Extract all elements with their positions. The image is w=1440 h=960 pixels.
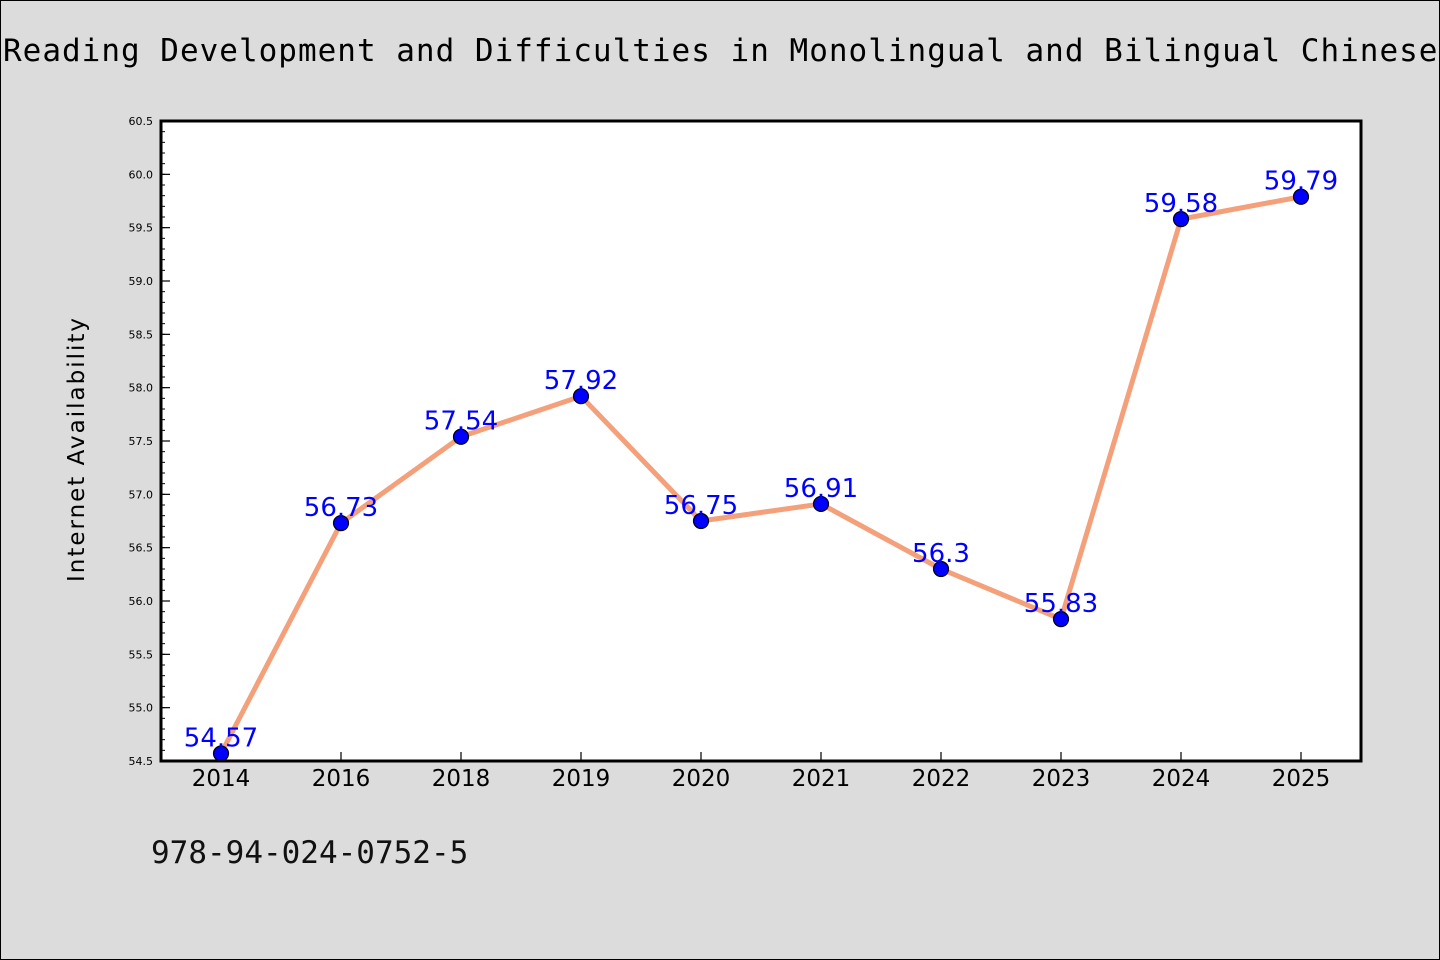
y-tick-label: 57.5	[129, 435, 154, 448]
x-tick-label: 2025	[1272, 766, 1331, 792]
y-tick-label: 57.0	[129, 488, 154, 501]
data-point	[692, 512, 710, 530]
data-label: 56.75	[664, 491, 738, 521]
x-tick-label: 2014	[192, 766, 251, 792]
data-point	[812, 495, 830, 513]
y-tick-label: 56.0	[129, 595, 154, 608]
data-point	[932, 560, 950, 578]
y-tick-label: 58.5	[129, 328, 154, 341]
y-tick-label: 59.0	[129, 275, 154, 288]
y-tick-label: 58.0	[129, 382, 154, 395]
data-label: 56.3	[912, 539, 970, 569]
data-label: 56.73	[304, 493, 378, 523]
y-tick-label: 54.5	[129, 755, 154, 768]
y-tick-label: 56.5	[129, 542, 154, 555]
data-label: 57.54	[424, 407, 498, 437]
x-tick-label: 2021	[792, 766, 851, 792]
x-tick-label: 2023	[1032, 766, 1091, 792]
series-line	[218, 194, 1304, 757]
y-tick-label: 55.0	[129, 702, 154, 715]
data-label: 55.83	[1024, 589, 1098, 619]
x-tick-label: 2016	[312, 766, 371, 792]
data-point	[1052, 611, 1070, 628]
y-tick-label: 60.0	[129, 168, 154, 181]
data-label: 56.91	[784, 474, 858, 504]
x-tick-label: 2022	[912, 766, 971, 792]
x-tick-label: 2024	[1152, 766, 1211, 792]
isbn-text: 978-94-024-0752-5	[151, 835, 469, 871]
data-label: 59.58	[1144, 189, 1218, 219]
data-label: 54.57	[184, 724, 258, 754]
chart-title: Reading Development and Difficulties in …	[3, 33, 1440, 69]
y-tick-label: 59.5	[129, 222, 154, 235]
x-tick-label: 2020	[672, 766, 731, 792]
x-tick-label: 2019	[552, 766, 611, 792]
data-point	[452, 428, 470, 445]
data-point	[332, 515, 350, 532]
data-point	[1172, 211, 1190, 228]
data-point	[572, 388, 590, 405]
data-point	[1292, 188, 1310, 205]
y-tick-label: 55.5	[129, 648, 154, 661]
data-label: 59.79	[1264, 167, 1338, 197]
x-tick-label: 2018	[432, 766, 491, 792]
y-tick-label: 60.5	[129, 115, 154, 128]
plot-frame	[159, 119, 1363, 763]
data-label: 57.92	[544, 366, 618, 396]
plot-area	[161, 121, 1361, 761]
